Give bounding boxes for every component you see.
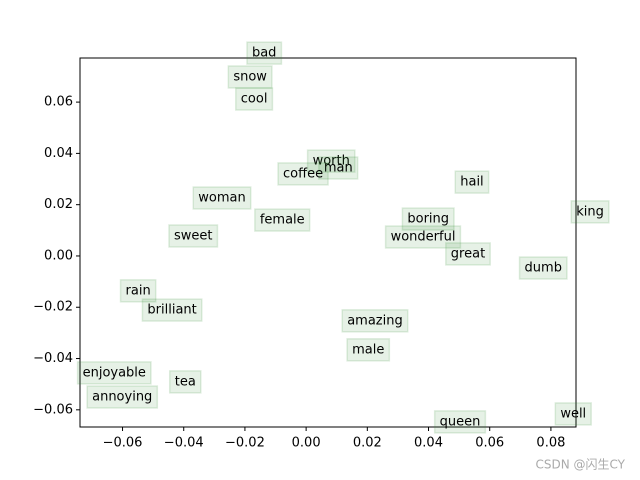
word-label: king <box>576 204 604 219</box>
word-label: female <box>260 213 305 228</box>
y-tick-label: 0.02 <box>44 197 73 212</box>
word-box <box>277 162 329 186</box>
word-box <box>254 208 311 232</box>
word-label: sweet <box>174 228 213 243</box>
word-label: cool <box>241 92 268 107</box>
y-tick-label: 0.04 <box>44 146 73 161</box>
word-label: hail <box>460 175 483 190</box>
word-label: male <box>352 342 384 357</box>
word-box <box>554 402 592 426</box>
watermark: CSDN @闪生CY <box>535 458 625 472</box>
word-box <box>86 385 159 409</box>
word-label: great <box>451 246 485 261</box>
word-label: boring <box>407 212 449 227</box>
x-tick-label: −0.04 <box>164 436 204 451</box>
y-tick-label: −0.06 <box>33 402 73 417</box>
y-tick-label: 0.00 <box>44 248 73 263</box>
word-box <box>346 338 391 362</box>
word-box <box>384 225 462 249</box>
word-label: man <box>324 161 353 176</box>
word-box <box>318 156 359 180</box>
word-label: amazing <box>347 313 403 328</box>
word-label: snow <box>233 69 267 84</box>
x-tick-label: −0.06 <box>103 436 143 451</box>
word-box <box>445 242 491 266</box>
x-tick-label: 0.06 <box>475 436 504 451</box>
word-box <box>518 256 568 280</box>
word-label: annoying <box>92 389 152 404</box>
word-box <box>227 65 273 89</box>
x-tick-label: −0.02 <box>225 436 265 451</box>
word-label: woman <box>198 191 245 206</box>
word-box <box>306 149 356 173</box>
word-label: dumb <box>525 261 562 276</box>
word-box <box>570 200 610 224</box>
word-box <box>192 186 252 210</box>
word-box <box>341 309 409 333</box>
y-tick-label: −0.02 <box>33 300 73 315</box>
x-tick-label: 0.00 <box>292 436 321 451</box>
word-box <box>246 41 283 65</box>
plot-frame <box>79 57 577 428</box>
word-box <box>168 370 202 394</box>
word-box <box>401 207 455 231</box>
word-label: rain <box>126 283 151 298</box>
word-label: brilliant <box>147 303 196 318</box>
word-label: tea <box>175 374 196 389</box>
word-label: well <box>560 406 586 421</box>
word-label: wonderful <box>391 229 456 244</box>
word-label: bad <box>252 46 276 61</box>
word-label: coffee <box>283 166 323 181</box>
word-box <box>168 224 219 248</box>
word-box <box>235 87 274 111</box>
word-box <box>141 298 203 322</box>
word-box <box>454 170 490 194</box>
word-box <box>119 279 157 303</box>
x-tick-label: 0.04 <box>414 436 443 451</box>
word-box <box>76 361 152 385</box>
y-tick-label: 0.06 <box>44 95 73 110</box>
word-label: worth <box>313 154 350 169</box>
x-tick-label: 0.08 <box>536 436 565 451</box>
x-tick-label: 0.02 <box>353 436 382 451</box>
word-box <box>433 410 487 434</box>
word-label: enjoyable <box>83 365 146 380</box>
y-tick-label: −0.04 <box>33 351 73 366</box>
word-label: queen <box>440 414 481 429</box>
